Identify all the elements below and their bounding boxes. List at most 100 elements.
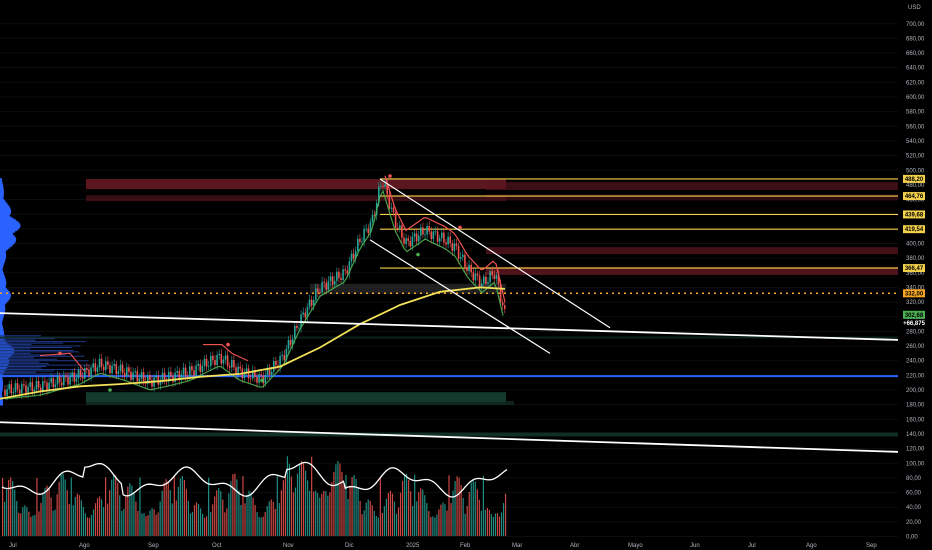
volume-bar bbox=[157, 512, 159, 536]
volume-bar bbox=[226, 508, 228, 536]
volume-bar bbox=[100, 499, 103, 536]
signal-dot bbox=[58, 351, 62, 356]
month-label: Ago bbox=[79, 543, 90, 549]
candle bbox=[235, 367, 237, 375]
volume-bar bbox=[349, 485, 351, 536]
candle bbox=[434, 231, 437, 233]
candle bbox=[432, 231, 435, 240]
volume-bar bbox=[121, 510, 123, 536]
resistance-tag-label: 464,76 bbox=[905, 194, 924, 200]
candle bbox=[155, 375, 157, 378]
candle bbox=[409, 240, 412, 247]
candle bbox=[422, 227, 424, 235]
candle bbox=[264, 374, 267, 384]
price-tick-label: 700,00 bbox=[906, 22, 925, 28]
resistance-zone-5 bbox=[486, 181, 898, 190]
volume-bar bbox=[397, 507, 400, 536]
volume-bar bbox=[230, 481, 232, 536]
candle bbox=[325, 282, 328, 290]
month-label: 2025 bbox=[406, 543, 420, 549]
candle bbox=[25, 385, 27, 394]
candle bbox=[254, 370, 256, 378]
candle bbox=[46, 382, 48, 391]
volume-bar bbox=[353, 474, 355, 536]
volume-bar bbox=[418, 492, 420, 536]
volume-bar bbox=[74, 496, 76, 536]
candle bbox=[294, 325, 296, 339]
candle bbox=[203, 358, 206, 366]
volume-bar bbox=[66, 490, 68, 536]
volume-bar bbox=[302, 463, 305, 536]
month-label: Jul bbox=[9, 543, 17, 549]
volume-bar bbox=[383, 506, 385, 536]
candle bbox=[117, 371, 120, 375]
volume-bar bbox=[169, 490, 171, 536]
volume-bar bbox=[191, 511, 194, 536]
candle bbox=[75, 378, 78, 382]
volume-bar bbox=[98, 496, 101, 536]
volume-bar bbox=[280, 490, 282, 536]
candle bbox=[472, 272, 475, 281]
candle bbox=[369, 221, 372, 234]
candle bbox=[249, 378, 252, 380]
volume-bar bbox=[68, 504, 70, 536]
resistance-tag bbox=[903, 174, 925, 183]
candle bbox=[361, 241, 363, 243]
volume-bar bbox=[153, 509, 155, 536]
volume-bar bbox=[428, 510, 430, 536]
candle bbox=[424, 234, 426, 236]
volume-bar bbox=[286, 456, 289, 536]
candle bbox=[474, 273, 477, 281]
candle bbox=[86, 368, 88, 370]
resistance-tag-label: 439,68 bbox=[905, 212, 924, 218]
volume-bar bbox=[403, 474, 406, 536]
volume-bar bbox=[406, 473, 408, 536]
resistance-tag bbox=[903, 192, 925, 201]
volume-bar bbox=[36, 477, 38, 536]
volume-bar bbox=[10, 477, 12, 536]
candle bbox=[52, 378, 55, 388]
volume-bar bbox=[240, 504, 242, 536]
volume-bar bbox=[258, 517, 260, 536]
candle bbox=[499, 284, 502, 303]
volume-bar bbox=[311, 456, 313, 536]
candle bbox=[268, 367, 271, 375]
volume-bar bbox=[30, 516, 32, 536]
candle bbox=[21, 384, 23, 394]
volume-bar bbox=[329, 492, 331, 536]
moving-average-yellow bbox=[0, 286, 506, 400]
volume-bar bbox=[399, 492, 402, 536]
volume-bar bbox=[8, 479, 10, 536]
candle bbox=[258, 374, 260, 383]
candle bbox=[403, 237, 405, 244]
candle bbox=[71, 372, 73, 377]
candle bbox=[287, 339, 290, 349]
resistance-tag-label: 488,20 bbox=[905, 177, 924, 183]
candle bbox=[149, 375, 151, 381]
candle bbox=[354, 251, 357, 259]
price-tick-label: 180,00 bbox=[906, 403, 925, 409]
candle bbox=[386, 184, 388, 195]
volume-bar bbox=[502, 503, 505, 536]
volume-bar bbox=[252, 497, 254, 536]
candle bbox=[483, 276, 485, 284]
candle bbox=[449, 236, 451, 244]
candle bbox=[378, 186, 380, 204]
candle bbox=[142, 372, 145, 382]
price-tick-label: 520,00 bbox=[906, 154, 925, 160]
candle bbox=[132, 372, 134, 380]
volume-bar bbox=[113, 474, 115, 536]
volume-bar bbox=[335, 464, 337, 536]
volume-bar bbox=[84, 513, 87, 536]
volume-bar bbox=[379, 477, 381, 536]
month-label: Dic bbox=[345, 543, 354, 549]
volume-bar bbox=[355, 479, 357, 536]
resistance-tag bbox=[903, 225, 925, 234]
price-tick-label: 500,00 bbox=[906, 168, 925, 174]
volume-bar bbox=[343, 485, 345, 536]
volume-bar bbox=[486, 508, 488, 536]
volume-bar bbox=[52, 510, 54, 536]
candle bbox=[380, 185, 382, 187]
volume-bar bbox=[290, 476, 293, 536]
